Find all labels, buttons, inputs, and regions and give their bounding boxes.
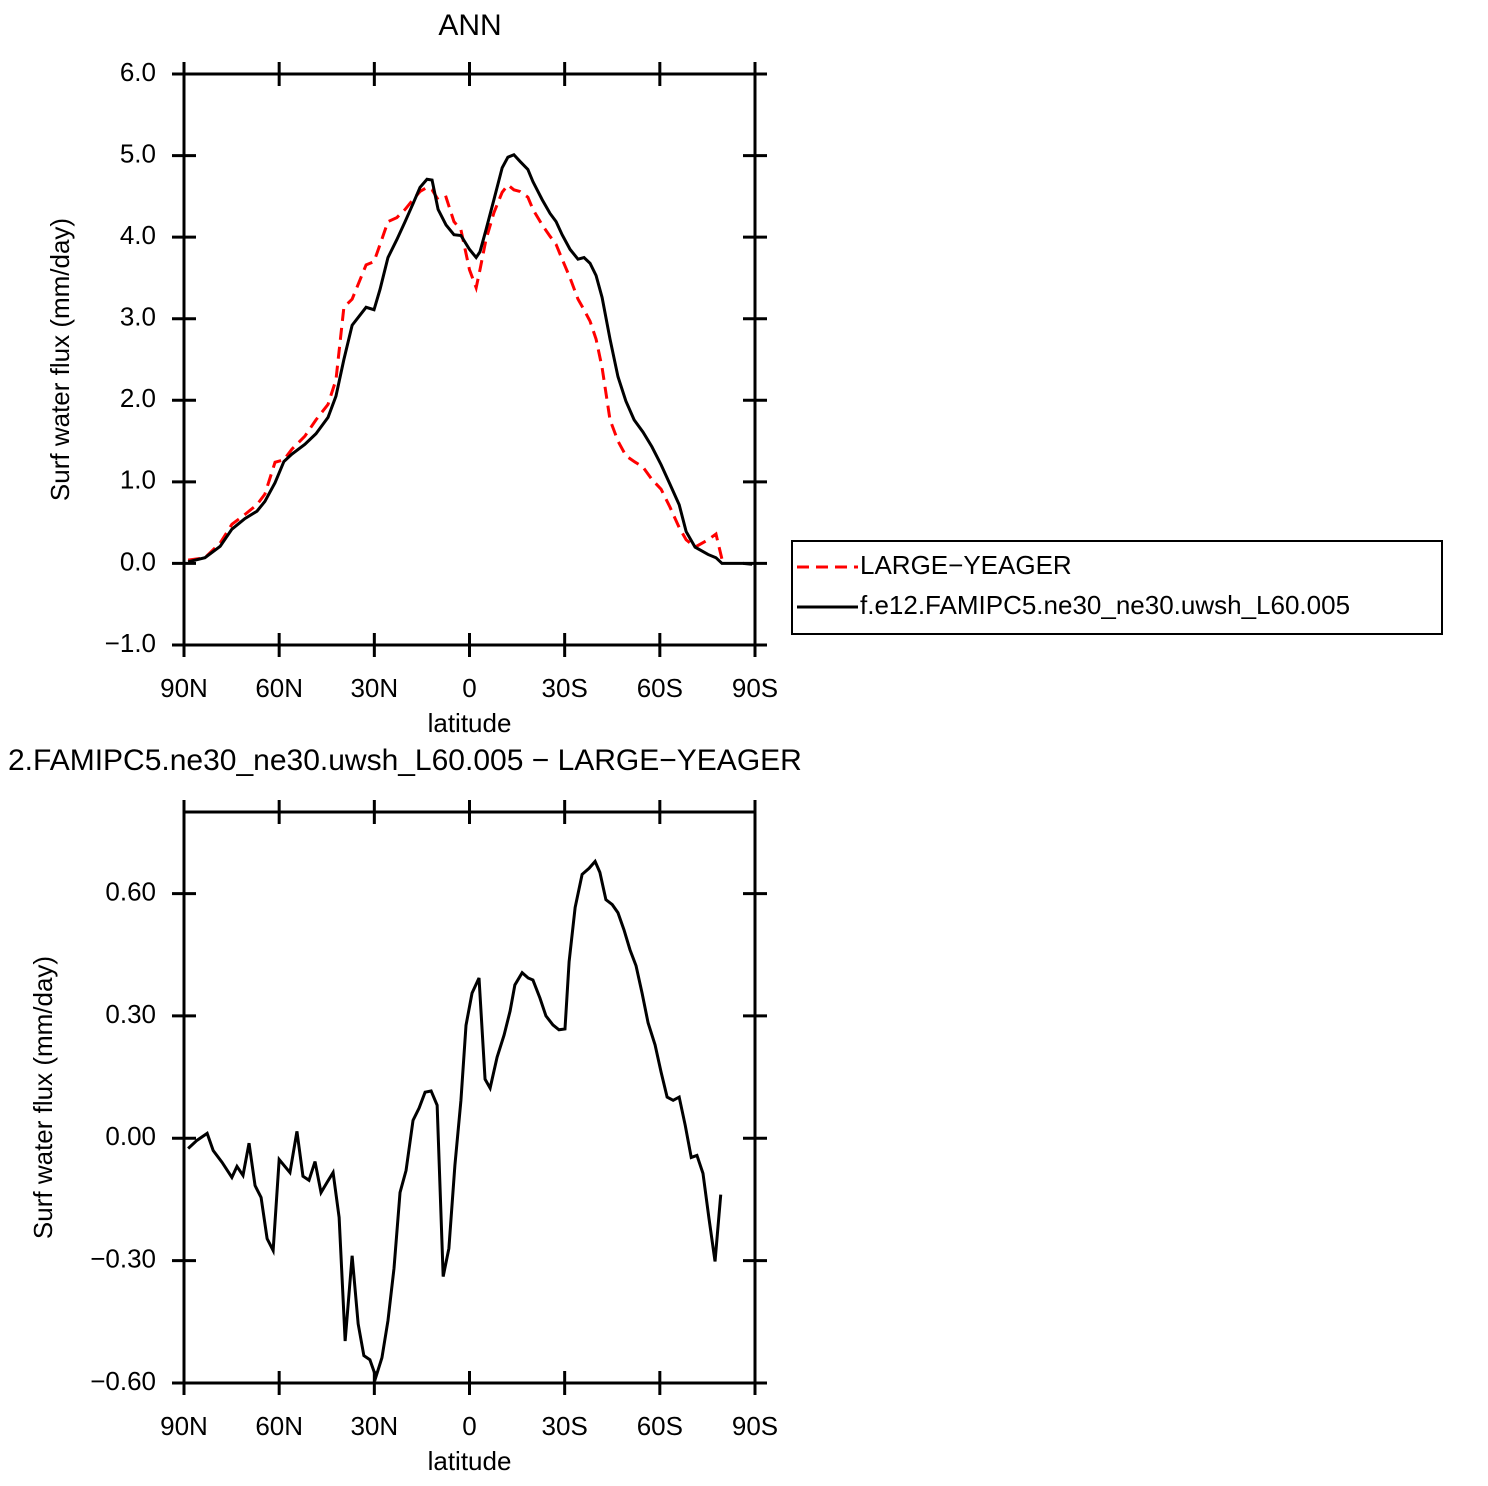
y-tick-label: 0.0: [120, 546, 156, 576]
legend-label: f.e12.FAMIPC5.ne30_ne30.uwsh_L60.005: [860, 590, 1350, 620]
chart-title: ANN: [438, 9, 501, 42]
y-tick-label: −0.60: [90, 1366, 156, 1396]
y-tick-label: 6.0: [120, 57, 156, 87]
x-tick-label: 90N: [160, 1411, 208, 1441]
y-tick-label: 1.0: [120, 465, 156, 495]
x-tick-label: 60S: [637, 673, 683, 703]
data-line: [187, 858, 723, 1382]
data-line: [187, 182, 724, 562]
y-axis-label: Surf water flux (mm/day): [28, 956, 58, 1239]
x-axis-label: latitude: [428, 1446, 512, 1476]
y-tick-label: −0.30: [90, 1244, 156, 1274]
x-tick-label: 90S: [732, 1411, 778, 1441]
x-tick-label: 0: [462, 673, 476, 703]
x-axis-label: latitude: [428, 708, 512, 738]
x-tick-label: 0: [462, 1411, 476, 1441]
x-tick-label: 30S: [542, 673, 588, 703]
y-tick-label: 5.0: [120, 138, 156, 168]
data-line: [187, 152, 753, 566]
chart-title: 2.FAMIPC5.ne30_ne30.uwsh_L60.005 − LARGE…: [8, 744, 802, 777]
x-tick-label: 60N: [255, 1411, 303, 1441]
y-tick-label: 3.0: [120, 302, 156, 332]
x-tick-label: 30N: [350, 673, 398, 703]
y-tick-label: −1.0: [105, 628, 156, 658]
y-tick-label: 0.60: [105, 876, 156, 906]
y-tick-label: 4.0: [120, 220, 156, 250]
x-tick-label: 30N: [350, 1411, 398, 1441]
y-tick-label: 2.0: [120, 383, 156, 413]
x-tick-label: 90N: [160, 673, 208, 703]
x-tick-label: 60S: [637, 1411, 683, 1441]
y-tick-label: 0.00: [105, 1121, 156, 1151]
y-axis-label: Surf water flux (mm/day): [45, 218, 75, 501]
x-tick-label: 90S: [732, 673, 778, 703]
y-tick-label: 0.30: [105, 999, 156, 1029]
legend-box: [791, 540, 1443, 635]
plot-frame: [182, 72, 757, 647]
x-tick-label: 60N: [255, 673, 303, 703]
legend-label: LARGE−YEAGER: [860, 550, 1072, 580]
x-tick-label: 30S: [542, 1411, 588, 1441]
